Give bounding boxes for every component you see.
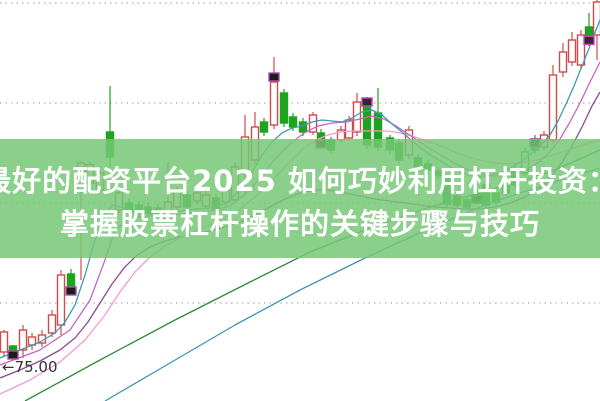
candle-body bbox=[259, 121, 269, 133]
signal-marker-dark bbox=[65, 286, 77, 296]
candle-body bbox=[344, 119, 354, 139]
left-arrow-icon: ← bbox=[2, 358, 15, 376]
price-level-label: ←75.00 bbox=[2, 358, 58, 376]
candle-body bbox=[279, 92, 289, 124]
candle-body bbox=[18, 329, 28, 351]
signal-marker-dark bbox=[268, 72, 280, 82]
headline-line-1: 最好的配资平台2025 如何巧妙利用杠杆投资： bbox=[0, 164, 600, 198]
candle-body bbox=[567, 39, 577, 63]
signal-marker-magenta bbox=[583, 35, 595, 46]
candle-body bbox=[584, 26, 594, 38]
candle-body bbox=[269, 81, 279, 126]
headline-overlay-banner: 最好的配资平台2025 如何巧妙利用杠杆投资： 掌握股票杠杆操作的关键步骤与技巧 bbox=[0, 139, 600, 258]
headline-line-2: 掌握股票杠杆操作的关键步骤与技巧 bbox=[59, 207, 540, 241]
candle-body bbox=[0, 331, 9, 353]
candle-body bbox=[66, 273, 76, 289]
candle-body bbox=[47, 314, 57, 334]
signal-marker-magenta bbox=[361, 97, 373, 107]
candle-body bbox=[576, 34, 586, 66]
candle-body bbox=[288, 116, 298, 128]
candle-body bbox=[558, 51, 568, 73]
signal-marker-dark bbox=[7, 350, 19, 360]
candle-body bbox=[298, 121, 308, 133]
price-level-value: 75.00 bbox=[14, 358, 58, 376]
candle-body bbox=[592, 1, 600, 36]
candle-body bbox=[56, 274, 66, 326]
